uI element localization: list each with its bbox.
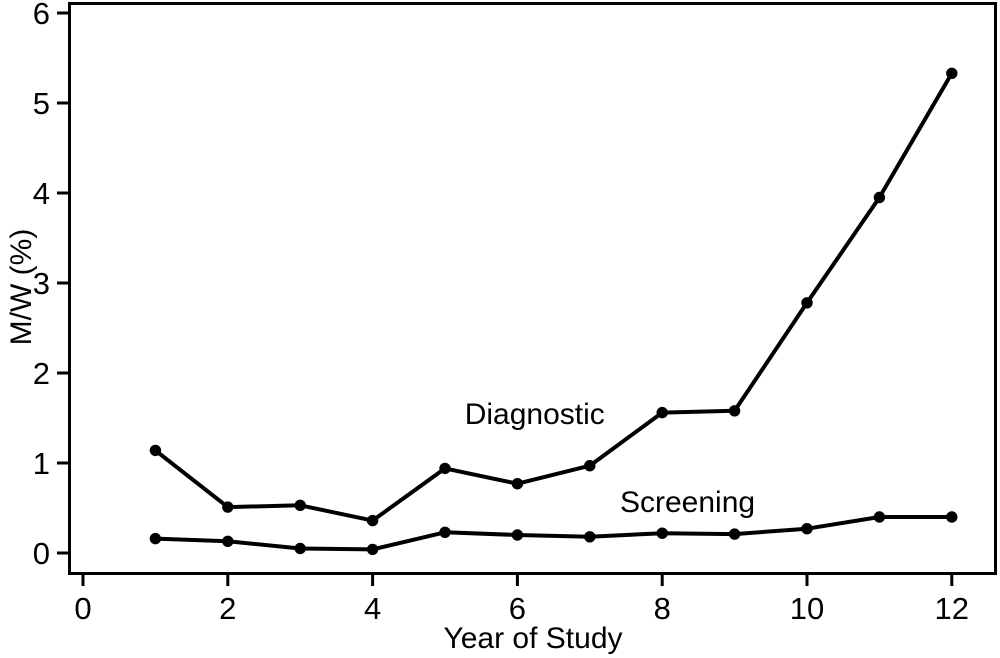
data-point-diagnostic bbox=[149, 444, 162, 457]
data-point-diagnostic bbox=[801, 297, 813, 309]
data-point-screening bbox=[439, 526, 451, 538]
x-tick-label: 12 bbox=[935, 591, 969, 626]
data-point-screening bbox=[366, 543, 379, 556]
data-point-diagnostic bbox=[294, 499, 306, 511]
data-point-diagnostic bbox=[222, 501, 234, 513]
series-label-diagnostic: Diagnostic bbox=[464, 398, 605, 432]
y-tick-label: 5 bbox=[33, 86, 50, 121]
x-tick-label: 10 bbox=[790, 591, 824, 626]
data-point-diagnostic bbox=[873, 191, 886, 204]
y-tick-label: 6 bbox=[33, 0, 50, 31]
x-tick-label: 2 bbox=[219, 591, 236, 626]
data-point-diagnostic bbox=[946, 67, 958, 80]
data-point-screening bbox=[728, 528, 741, 540]
data-point-screening bbox=[511, 529, 524, 541]
data-point-diagnostic bbox=[656, 406, 668, 419]
y-tick-label: 2 bbox=[33, 356, 50, 391]
data-point-diagnostic bbox=[728, 405, 741, 417]
data-point-screening bbox=[946, 511, 958, 523]
data-point-screening bbox=[801, 523, 813, 535]
data-point-diagnostic bbox=[366, 514, 379, 527]
x-tick-label: 8 bbox=[654, 591, 671, 626]
y-tick-label: 0 bbox=[33, 536, 50, 571]
y-tick-label: 3 bbox=[33, 266, 50, 301]
data-point-screening bbox=[222, 535, 234, 547]
data-point-screening bbox=[149, 532, 162, 545]
x-tick-label: 0 bbox=[74, 591, 91, 626]
x-axis-title: Year of Study bbox=[443, 622, 623, 655]
series-label-screening: Screening bbox=[619, 485, 756, 519]
plot-frame bbox=[68, 2, 997, 575]
x-tick-label: 6 bbox=[509, 591, 526, 626]
x-tick-label: 4 bbox=[364, 591, 381, 626]
data-point-screening bbox=[294, 542, 306, 555]
data-point-screening bbox=[656, 527, 668, 539]
data-point-diagnostic bbox=[511, 478, 524, 490]
series-line-diagnostic bbox=[154, 72, 954, 523]
y-tick-label: 4 bbox=[33, 176, 50, 211]
data-point-diagnostic bbox=[439, 462, 451, 475]
y-tick-label: 1 bbox=[33, 446, 50, 481]
data-point-screening bbox=[873, 511, 886, 523]
data-point-screening bbox=[584, 531, 596, 543]
series-line-screening bbox=[155, 515, 952, 552]
y-axis-title: M/W (%) bbox=[5, 228, 38, 346]
data-point-diagnostic bbox=[584, 460, 596, 472]
